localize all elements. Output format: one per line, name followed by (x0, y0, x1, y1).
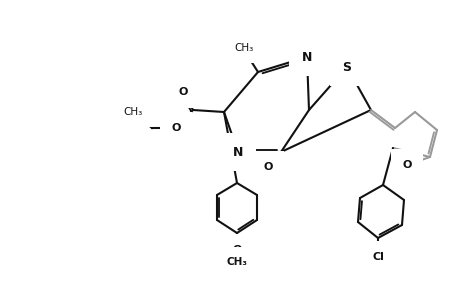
Text: Cl: Cl (371, 252, 383, 262)
Text: O: O (171, 123, 180, 133)
Text: CH₃: CH₃ (234, 43, 253, 53)
Text: O: O (232, 245, 241, 255)
Text: S: S (342, 61, 351, 74)
Text: CH₃: CH₃ (226, 257, 247, 267)
Text: O: O (402, 160, 411, 170)
Text: N: N (232, 146, 243, 158)
Text: O: O (263, 162, 272, 172)
Text: O: O (178, 87, 187, 97)
Text: N: N (301, 50, 312, 64)
Text: CH₃: CH₃ (123, 107, 142, 117)
